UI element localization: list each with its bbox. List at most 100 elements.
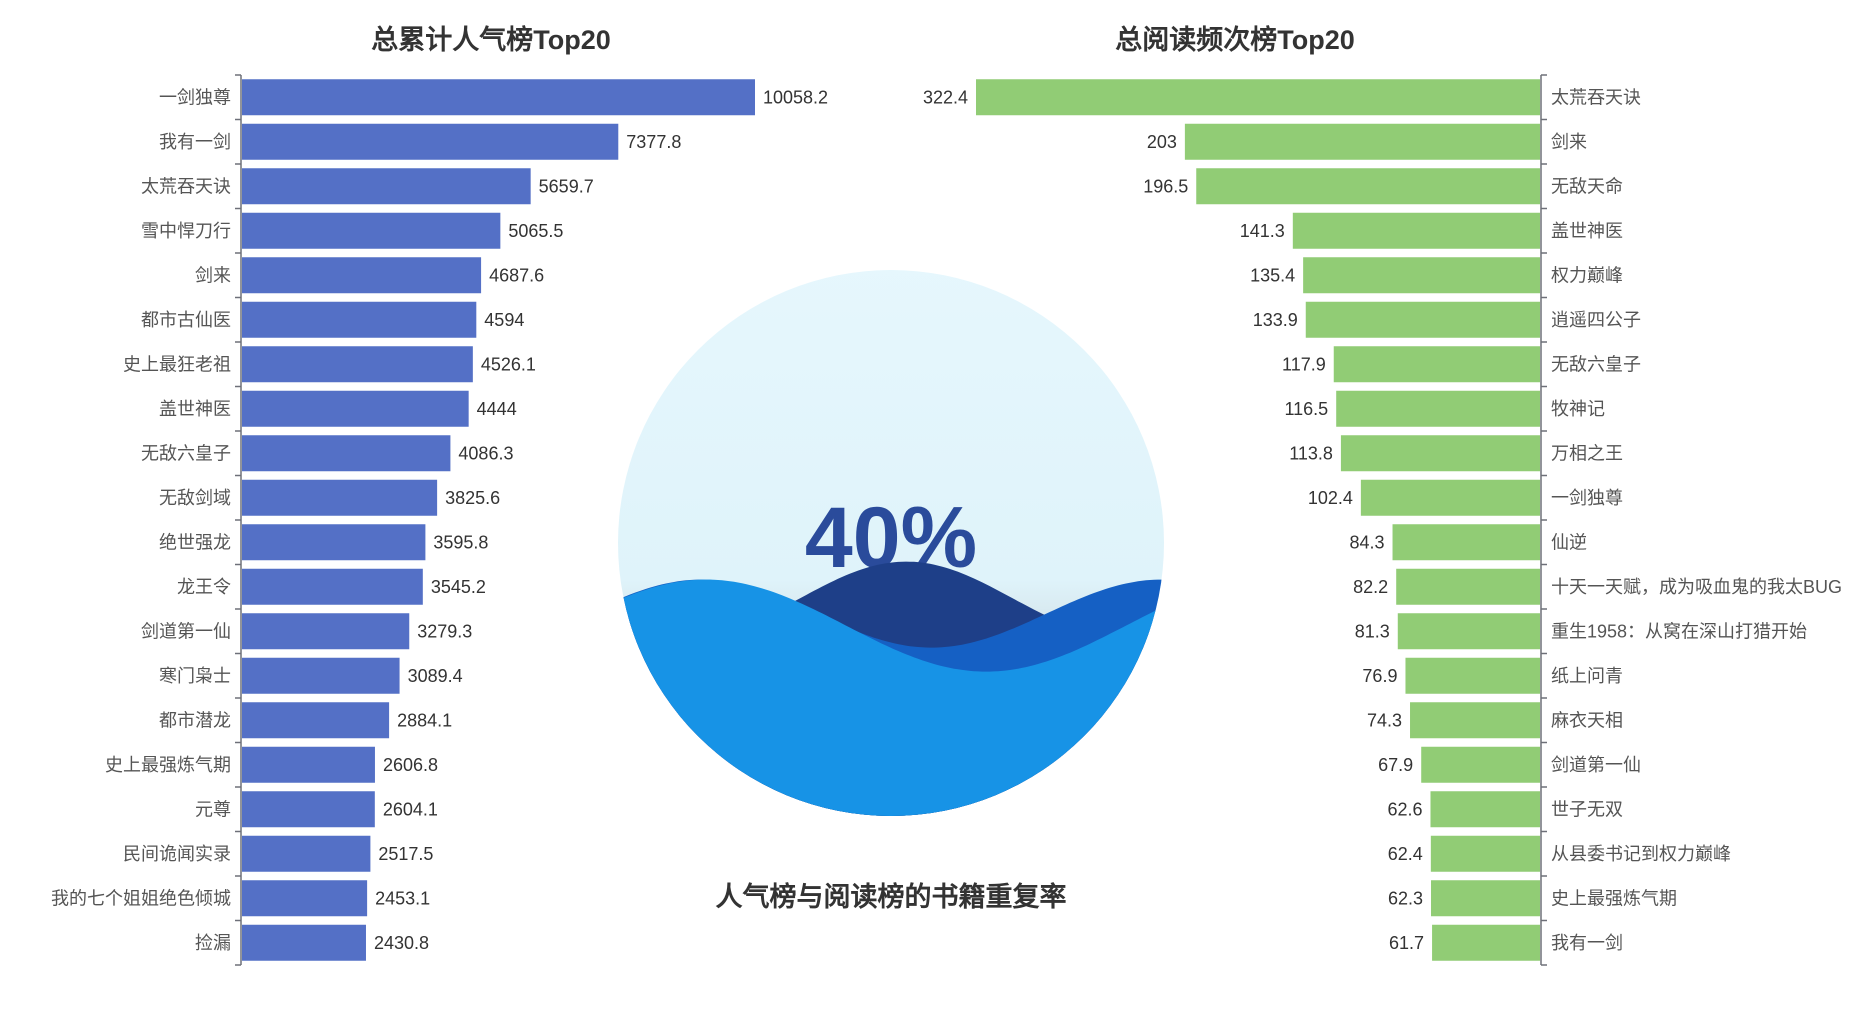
value-label: 76.9 bbox=[1362, 666, 1397, 686]
bar bbox=[242, 746, 375, 783]
bar bbox=[976, 79, 1540, 116]
bar bbox=[1360, 479, 1540, 516]
category-label: 仙逆 bbox=[1551, 532, 1587, 552]
value-label: 2453.1 bbox=[375, 888, 430, 908]
category-label: 剑道第一仙 bbox=[1551, 755, 1641, 775]
value-label: 2517.5 bbox=[378, 844, 433, 864]
value-label: 113.8 bbox=[1289, 443, 1333, 463]
category-label: 重生1958：从窝在深山打猎开始 bbox=[1551, 621, 1807, 641]
bar bbox=[242, 880, 368, 917]
bar bbox=[242, 568, 423, 605]
category-label: 寒门枭士 bbox=[159, 666, 231, 686]
bar bbox=[1303, 257, 1540, 294]
popularity-bar-chart: 总累计人气榜Top20 一剑独尊我有一剑太荒吞天诀雪中悍刀行剑来都市古仙医史上最… bbox=[51, 24, 828, 966]
category-label: 剑来 bbox=[1551, 132, 1587, 152]
category-label: 一剑独尊 bbox=[1551, 488, 1623, 508]
bar bbox=[242, 123, 619, 160]
reading-frequency-axis-ticks bbox=[1541, 74, 1547, 966]
category-label: 元尊 bbox=[195, 799, 231, 819]
category-label: 无敌六皇子 bbox=[141, 443, 231, 463]
bar bbox=[1184, 123, 1540, 160]
bar bbox=[1392, 524, 1540, 561]
value-label: 4086.3 bbox=[458, 443, 513, 463]
value-label: 62.6 bbox=[1387, 799, 1422, 819]
category-label: 我有一剑 bbox=[159, 132, 231, 152]
popularity-value-labels: 10058.2 7377.8 5659.7 5065.5 4687.6 4594 4526.… bbox=[374, 87, 828, 953]
reading-frequency-bar-chart: 总阅读频次榜Top20 太荒吞天诀剑来无敌天命盖世神医权力巅峰逍遥四公子无敌六皇… bbox=[923, 24, 1842, 966]
value-label: 74.3 bbox=[1367, 710, 1402, 730]
category-label: 纸上问青 bbox=[1551, 666, 1623, 686]
bar bbox=[1305, 301, 1540, 338]
value-label: 7377.8 bbox=[626, 132, 681, 152]
bar bbox=[242, 479, 438, 516]
value-label: 67.9 bbox=[1378, 755, 1413, 775]
bar bbox=[242, 835, 371, 872]
bar bbox=[1336, 390, 1540, 427]
bar bbox=[242, 301, 477, 338]
value-label: 84.3 bbox=[1349, 532, 1384, 552]
value-label: 62.3 bbox=[1388, 888, 1423, 908]
category-label: 从县委书记到权力巅峰 bbox=[1551, 844, 1731, 864]
category-label: 民间诡闻实录 bbox=[123, 844, 231, 864]
category-label: 都市古仙医 bbox=[141, 310, 231, 330]
value-label: 116.5 bbox=[1284, 399, 1328, 419]
value-label: 10058.2 bbox=[763, 87, 828, 107]
category-label: 剑道第一仙 bbox=[141, 621, 231, 641]
category-label: 剑来 bbox=[195, 265, 231, 285]
value-label: 2430.8 bbox=[374, 933, 429, 953]
bar bbox=[242, 79, 755, 116]
value-label: 3595.8 bbox=[433, 532, 488, 552]
category-label: 太荒吞天诀 bbox=[141, 176, 231, 196]
category-label: 盖世神医 bbox=[1551, 221, 1623, 241]
popularity-bars bbox=[242, 79, 755, 961]
value-label: 81.3 bbox=[1355, 621, 1390, 641]
reading-frequency-value-labels: 322.4 203 196.5 141.3 135.4 133.9 117.9 116.5 11… bbox=[923, 87, 1424, 953]
bar bbox=[242, 924, 366, 961]
value-label: 5659.7 bbox=[539, 176, 594, 196]
category-label: 雪中悍刀行 bbox=[141, 221, 231, 241]
category-label: 史上最强炼气期 bbox=[1551, 888, 1677, 908]
reading-frequency-chart-title: 总阅读频次榜Top20 bbox=[1115, 24, 1355, 55]
category-label: 史上最强炼气期 bbox=[105, 755, 231, 775]
value-label: 4526.1 bbox=[481, 354, 536, 374]
value-label: 133.9 bbox=[1253, 310, 1298, 330]
overlap-rate-title: 人气榜与阅读榜的书籍重复率 bbox=[716, 881, 1067, 912]
reading-frequency-category-labels: 太荒吞天诀剑来无敌天命盖世神医权力巅峰逍遥四公子无敌六皇子牧神记万相之王一剑独尊… bbox=[1551, 87, 1842, 953]
category-label: 太荒吞天诀 bbox=[1551, 87, 1641, 107]
category-label: 盖世神医 bbox=[159, 399, 231, 419]
popularity-chart-title: 总累计人气榜Top20 bbox=[371, 24, 611, 55]
value-label: 135.4 bbox=[1250, 265, 1295, 285]
category-label: 十天一天赋，成为吸血鬼的我太BUG bbox=[1551, 577, 1842, 597]
value-label: 82.2 bbox=[1353, 577, 1388, 597]
category-label: 麻衣天相 bbox=[1551, 710, 1623, 730]
value-label: 5065.5 bbox=[508, 221, 563, 241]
bar bbox=[242, 657, 400, 694]
value-label: 62.4 bbox=[1388, 844, 1423, 864]
popularity-axis-ticks bbox=[235, 74, 241, 966]
bar bbox=[1396, 568, 1540, 605]
value-label: 102.4 bbox=[1308, 488, 1353, 508]
category-label: 捡漏 bbox=[195, 933, 231, 953]
value-label: 117.9 bbox=[1282, 354, 1326, 374]
bar bbox=[242, 435, 451, 472]
value-label: 2884.1 bbox=[397, 710, 452, 730]
reading-frequency-bars bbox=[976, 79, 1540, 961]
bar bbox=[242, 791, 375, 828]
bar bbox=[1421, 746, 1540, 783]
bar bbox=[242, 390, 469, 427]
value-label: 61.7 bbox=[1389, 933, 1424, 953]
bar bbox=[1430, 791, 1540, 828]
bar bbox=[1333, 346, 1540, 383]
liquid-wave-front bbox=[618, 579, 1164, 816]
category-label: 都市潜龙 bbox=[159, 710, 231, 730]
category-label: 世子无双 bbox=[1551, 799, 1623, 819]
category-label: 无敌六皇子 bbox=[1551, 354, 1641, 374]
overlap-rate-liquid-gauge: 40% 40% 人气榜与阅读榜的书籍重复率 bbox=[618, 270, 1164, 912]
bar bbox=[1410, 702, 1540, 739]
category-label: 我的七个姐姐绝色倾城 bbox=[51, 888, 231, 908]
value-label: 196.5 bbox=[1143, 176, 1188, 196]
bar bbox=[1432, 924, 1540, 961]
category-label: 一剑独尊 bbox=[159, 87, 231, 107]
category-label: 史上最狂老祖 bbox=[123, 354, 231, 374]
